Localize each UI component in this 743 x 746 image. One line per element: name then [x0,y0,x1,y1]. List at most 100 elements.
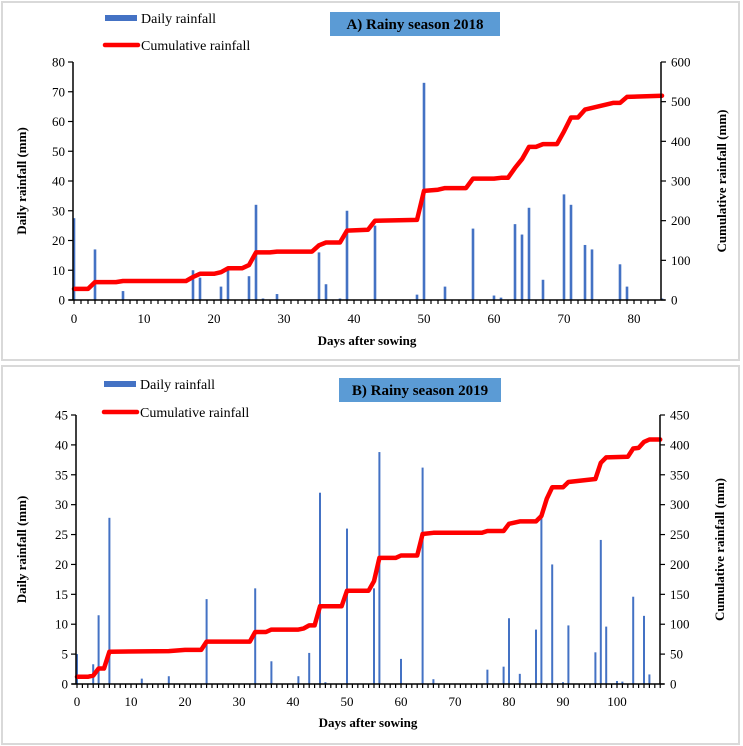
bar-day-45 [319,492,321,684]
cumulative-rainfall-line [74,437,663,680]
bar-day-0 [76,654,78,684]
bar-day-85 [535,629,537,684]
y2-tick-label: 500 [671,94,691,109]
y-axis-title-left: Daily rainfall (mm) [14,496,29,604]
x-tick-label: 10 [125,694,138,709]
y-tick-label: 15 [55,587,68,602]
bar-day-60 [400,658,402,684]
y2-tick-label: 200 [671,213,691,228]
x-tick-label: 40 [287,694,300,709]
bar-day-86 [540,515,543,684]
chart-a: A) Rainy season 2018 Daily rainfall Cumula… [14,12,729,348]
y-tick-label: 25 [55,527,68,542]
bar-day-4 [97,615,100,684]
y2-tick-label: 150 [670,587,690,602]
bar-day-57 [471,228,475,300]
y2-tick-label: 300 [670,497,690,512]
bar-day-79 [625,286,629,300]
bar-day-100 [616,681,618,684]
y2-tick-label: 50 [670,647,683,662]
x-tick-label: 50 [341,694,354,709]
y-tick-label: 60 [52,114,65,129]
y-tick-label: 45 [55,408,68,423]
x-axis-title: Days after sowing [319,715,418,730]
bar-day-18 [198,277,202,300]
bar-day-79 [502,666,505,684]
bar-day-21 [219,286,223,300]
x-tick-label: 30 [233,694,246,709]
bar-day-25 [247,276,251,300]
x-tick-label: 20 [208,311,221,326]
bar-day-50 [346,528,348,684]
y2-tick-label: 450 [670,408,690,423]
bar-day-7 [121,291,125,300]
x-tick-label: 40 [348,311,361,326]
y2-tick-label: 400 [671,134,691,149]
bar-day-64 [421,467,424,684]
legend-bar-swatch [104,381,136,387]
bar-day-98 [605,626,608,684]
bar-day-17 [191,270,195,300]
bar-day-41 [297,676,300,684]
bar-day-0 [72,218,76,300]
x-tick-label: 0 [71,311,78,326]
bar-day-61 [499,297,503,300]
bar-day-88 [551,564,554,684]
y2-tick-label: 400 [670,437,690,452]
bar-day-3 [93,249,97,300]
y-tick-label: 50 [52,144,65,159]
y-tick-label: 20 [55,557,68,572]
bar-day-76 [486,669,489,684]
chart-b: B) Rainy season 2019 Daily rainfall Cumula… [14,378,727,730]
bar-day-6 [108,517,111,684]
y-tick-label: 80 [52,55,65,70]
bar-day-73 [583,244,587,300]
bar-day-64 [520,234,524,300]
chart-title-background [339,378,501,402]
y2-tick-label: 200 [670,557,690,572]
y2-tick-label: 250 [670,527,690,542]
y-tick-label: 0 [62,677,69,692]
y-tick-label: 0 [59,293,66,308]
bar-day-105 [643,615,645,684]
y2-tick-label: 0 [670,677,677,692]
y2-tick-label: 100 [670,617,690,632]
bar-day-22 [226,270,230,300]
x-tick-label: 50 [418,311,431,326]
y-axis-title-left: Daily rainfall (mm) [14,127,29,235]
bar-day-67 [541,279,545,300]
y-tick-label: 10 [52,263,65,278]
y-tick-label: 20 [52,233,65,248]
bar-day-53 [443,286,447,300]
y2-tick-label: 100 [671,253,691,268]
y-axis-title-right: Cumulative rainfall (mm) [714,110,729,253]
y2-tick-label: 0 [671,293,678,308]
bar-day-74 [590,249,594,300]
y-tick-label: 70 [52,84,65,99]
x-tick-label: 60 [395,694,408,709]
bar-day-49 [415,294,419,300]
chart-title-background [330,12,500,36]
legend-bar-swatch [105,15,137,21]
x-tick-label: 100 [607,694,627,709]
bar-day-70 [562,194,566,300]
x-tick-label: 30 [278,311,291,326]
y-tick-label: 40 [55,437,68,452]
bar-day-101 [621,681,624,684]
bar-day-43 [373,225,377,300]
x-tick-label: 0 [74,694,81,709]
bar-day-36 [324,284,328,300]
bar-day-66 [432,679,435,684]
bar-day-60 [492,295,496,300]
bar-day-29 [275,294,279,300]
y-tick-label: 40 [52,174,65,189]
y-tick-label: 10 [55,617,68,632]
chart-title: A) Rainy season 2018 [346,17,483,33]
x-axis-title: Days after sowing [318,333,417,348]
y-tick-label: 30 [52,203,65,218]
bar-day-63 [513,224,517,300]
y2-tick-label: 300 [671,174,691,189]
bar-day-36 [270,661,273,684]
bar-day-97 [599,539,602,684]
